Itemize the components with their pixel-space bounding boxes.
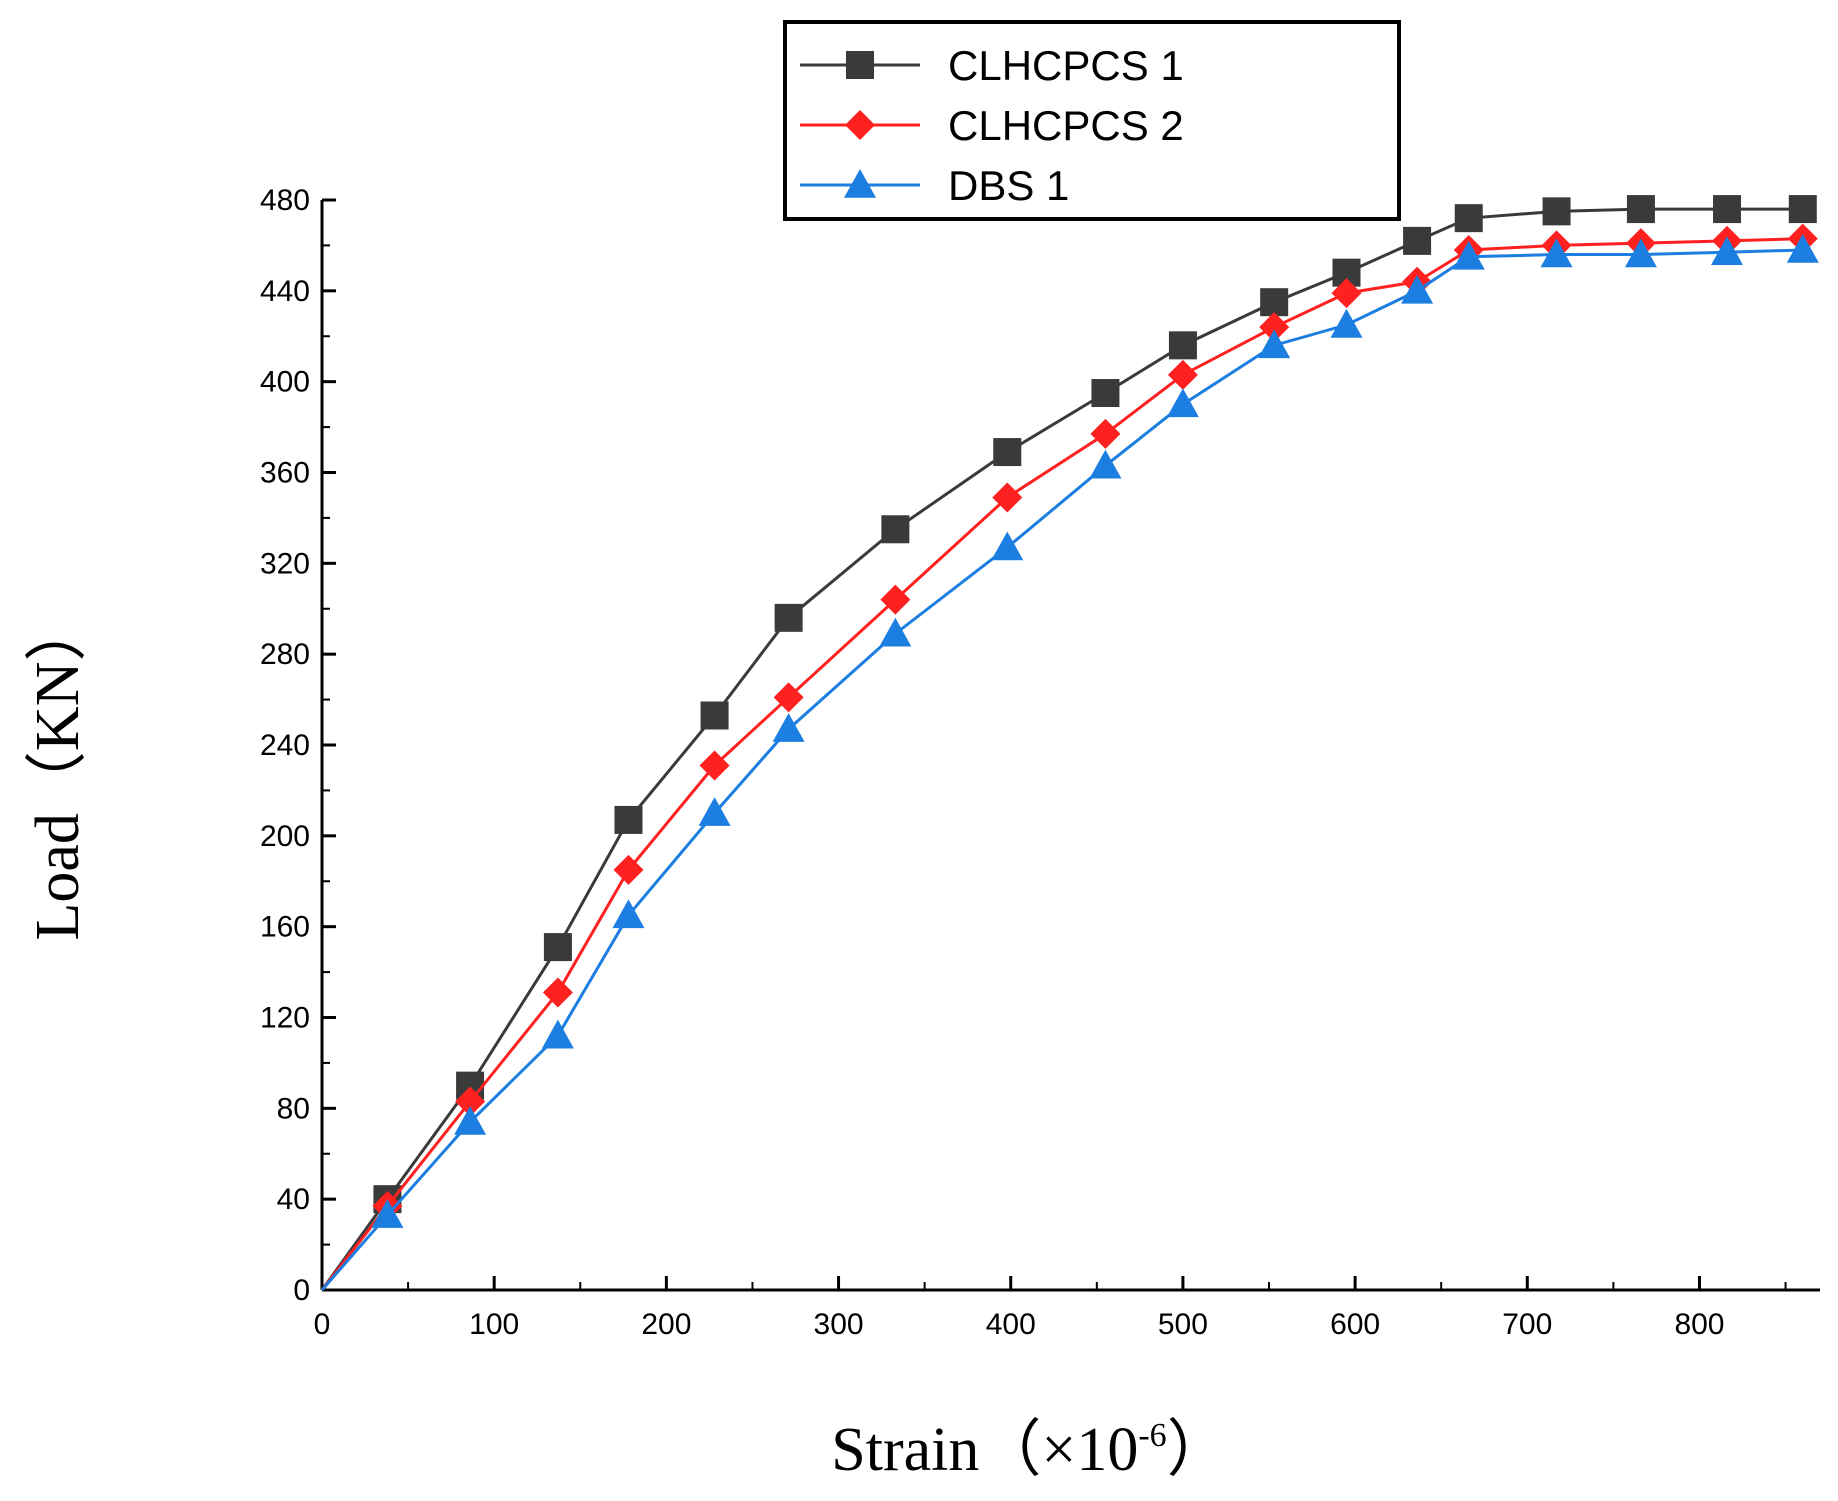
series-layer bbox=[320, 195, 1819, 1291]
data-point bbox=[1713, 195, 1742, 224]
y-tick-label: 160 bbox=[260, 911, 310, 944]
data-point bbox=[1331, 278, 1362, 309]
data-point bbox=[991, 531, 1024, 561]
y-tick-label: 360 bbox=[260, 457, 310, 490]
data-point bbox=[1403, 226, 1432, 255]
legend-marker bbox=[846, 51, 874, 79]
data-point bbox=[1090, 418, 1121, 449]
data-point bbox=[1258, 329, 1291, 359]
data-point bbox=[541, 1019, 574, 1049]
x-tick-label: 400 bbox=[986, 1308, 1036, 1341]
data-point bbox=[1624, 238, 1657, 268]
y-tick-label: 200 bbox=[260, 820, 310, 853]
legend-label: CLHCPCS 1 bbox=[948, 42, 1184, 89]
data-point bbox=[772, 713, 805, 742]
x-tick-label: 100 bbox=[469, 1308, 519, 1341]
data-point bbox=[614, 805, 643, 834]
data-point bbox=[613, 854, 644, 885]
legend: CLHCPCS 1 CLHCPCS 2 DBS 1 bbox=[783, 20, 1401, 221]
y-tick-label: 240 bbox=[260, 729, 310, 762]
y-tick-label: 40 bbox=[277, 1183, 310, 1216]
y-axis-title: Load（KN） bbox=[24, 600, 92, 941]
data-point bbox=[773, 682, 804, 713]
data-point bbox=[1330, 308, 1363, 338]
data-point bbox=[1786, 233, 1819, 263]
x-tick-label: 200 bbox=[641, 1308, 691, 1341]
y-tick-label: 120 bbox=[260, 1002, 310, 1035]
x-tick-label: 600 bbox=[1330, 1308, 1380, 1341]
data-point bbox=[1454, 204, 1483, 233]
data-point bbox=[880, 584, 911, 615]
data-point bbox=[698, 797, 731, 826]
data-point bbox=[699, 750, 730, 781]
data-point bbox=[1260, 288, 1289, 317]
data-point bbox=[1089, 449, 1122, 479]
data-point bbox=[1452, 240, 1485, 270]
data-point bbox=[774, 603, 803, 632]
y-tick-label: 80 bbox=[277, 1092, 310, 1125]
legend-marker bbox=[845, 110, 875, 140]
x-tick-label: 0 bbox=[314, 1308, 331, 1341]
legend-marker bbox=[844, 169, 876, 198]
x-axis-title-main: Strain（×10 bbox=[831, 1416, 1138, 1484]
legend-label: CLHCPCS 2 bbox=[948, 102, 1184, 149]
series-3 bbox=[320, 233, 1819, 1291]
data-point bbox=[1167, 359, 1198, 390]
series-line bbox=[320, 237, 1803, 1291]
y-tick-label: 440 bbox=[260, 275, 310, 308]
x-axis-title-close: ） bbox=[1167, 1416, 1229, 1484]
data-point bbox=[700, 701, 729, 730]
y-tick-label: 280 bbox=[260, 638, 310, 671]
data-point bbox=[543, 933, 572, 962]
series-2 bbox=[320, 223, 1818, 1291]
x-axis-title-exponent: -6 bbox=[1138, 1417, 1166, 1454]
series-line bbox=[320, 207, 1803, 1291]
data-point bbox=[454, 1105, 487, 1135]
data-point bbox=[1401, 274, 1434, 304]
data-point bbox=[993, 438, 1022, 467]
data-point bbox=[1259, 312, 1290, 343]
y-tick-label: 0 bbox=[293, 1274, 310, 1307]
data-point bbox=[1540, 238, 1573, 268]
series-1 bbox=[320, 195, 1817, 1291]
data-point bbox=[1542, 197, 1571, 226]
data-point bbox=[1166, 388, 1199, 418]
data-point bbox=[879, 617, 912, 647]
data-point bbox=[881, 515, 910, 544]
data-point bbox=[612, 899, 645, 929]
legend-label: DBS 1 bbox=[948, 162, 1069, 209]
series-line bbox=[320, 248, 1803, 1291]
data-point bbox=[1711, 236, 1744, 266]
x-axis-title: Strain（×10-6） bbox=[831, 1416, 1228, 1484]
x-tick-label: 800 bbox=[1674, 1308, 1724, 1341]
y-tick-label: 400 bbox=[260, 366, 310, 399]
data-point bbox=[1091, 379, 1120, 408]
data-point bbox=[1788, 195, 1817, 224]
data-point bbox=[371, 1199, 404, 1228]
data-point bbox=[542, 977, 573, 1008]
x-tick-label: 700 bbox=[1502, 1308, 1552, 1341]
axes: 0 40 80 120 160 200 240 280 320 360 400 440 480 0 100 2… bbox=[260, 184, 1820, 1341]
data-point bbox=[992, 482, 1023, 513]
x-tick-label: 500 bbox=[1158, 1308, 1208, 1341]
data-point bbox=[455, 1086, 486, 1117]
y-tick-label: 480 bbox=[260, 184, 310, 217]
y-tick-label: 320 bbox=[260, 547, 310, 580]
x-tick-label: 300 bbox=[814, 1308, 864, 1341]
data-point bbox=[1626, 195, 1655, 224]
data-point bbox=[1168, 331, 1197, 360]
